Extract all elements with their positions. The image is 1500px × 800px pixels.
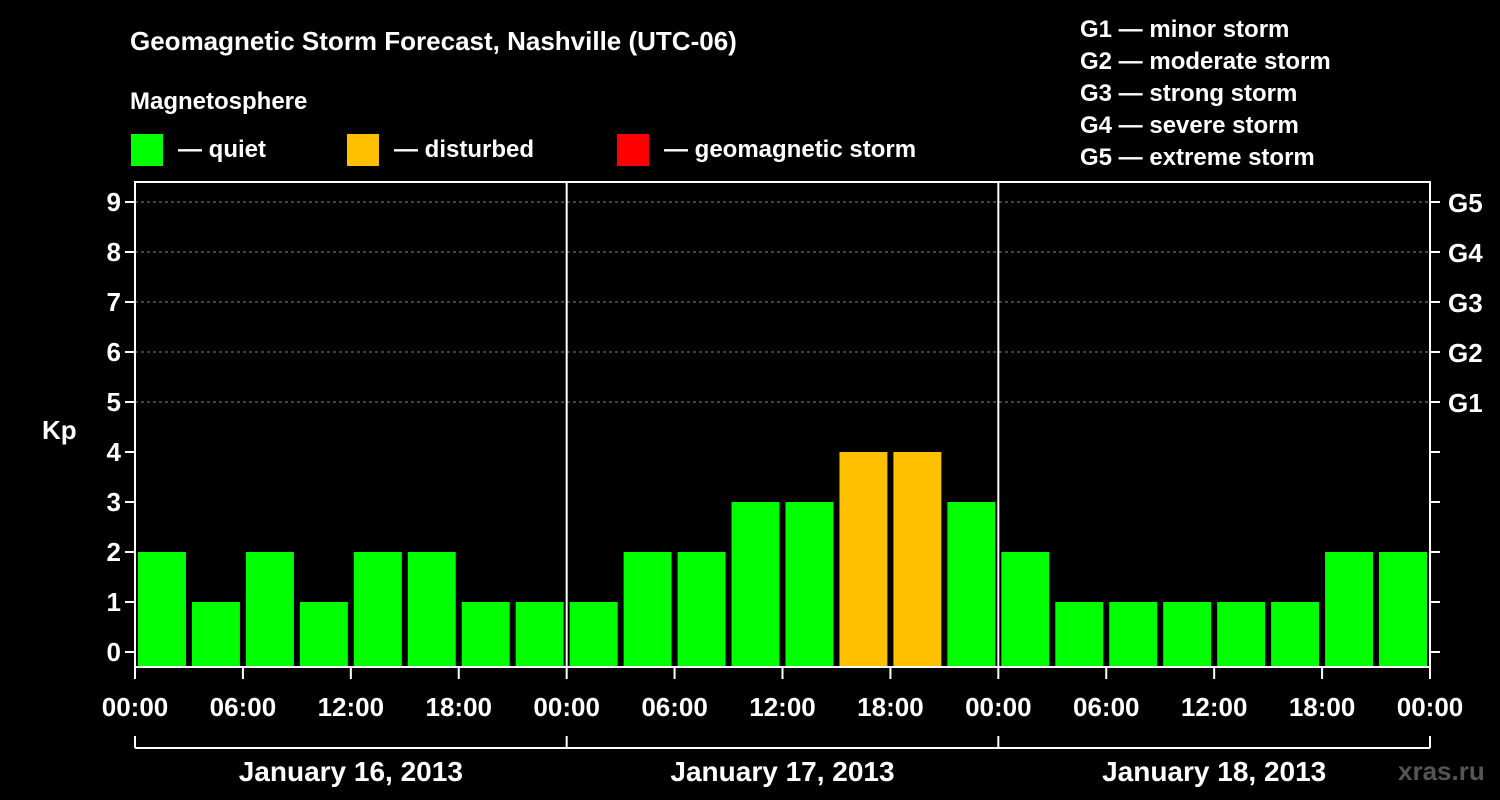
y-axis-label: Kp — [42, 415, 77, 445]
legend: — quiet — disturbed — geomagnetic storm — [131, 134, 916, 166]
storm-scale-g4: G4 — severe storm — [1080, 112, 1299, 139]
bar — [731, 502, 780, 667]
bar — [1325, 552, 1374, 667]
bar — [839, 452, 888, 667]
y-tick-label: 9 — [107, 187, 121, 217]
x-tick-label: 18:00 — [1289, 692, 1356, 722]
legend-swatch-quiet — [131, 134, 163, 166]
right-axis-label: G1 — [1448, 388, 1483, 418]
x-tick-label: 00:00 — [102, 692, 169, 722]
bar — [353, 552, 402, 667]
y-tick-label: 4 — [107, 437, 122, 467]
bar — [461, 602, 510, 667]
x-tick-label: 06:00 — [641, 692, 708, 722]
y-tick-label: 7 — [107, 287, 121, 317]
storm-scale-g2: G2 — moderate storm — [1080, 48, 1331, 75]
plot-frame — [134, 181, 1431, 668]
legend-label-disturbed: — disturbed — [394, 136, 534, 163]
x-tick-label: 12:00 — [749, 692, 816, 722]
y-tick-label: 8 — [107, 237, 121, 267]
bar — [138, 552, 186, 667]
y-tick-label: 3 — [107, 487, 121, 517]
watermark: xras.ru — [1398, 756, 1485, 786]
bar — [623, 552, 672, 667]
x-tick-label: 00:00 — [1397, 692, 1464, 722]
bar — [569, 602, 618, 667]
bar — [407, 552, 456, 667]
storm-scale-g5: G5 — extreme storm — [1080, 144, 1315, 171]
x-tick-label: 06:00 — [1073, 692, 1140, 722]
bar — [515, 602, 564, 667]
bar — [785, 502, 834, 667]
right-axis-label: G2 — [1448, 338, 1483, 368]
legend-label-quiet: — quiet — [178, 136, 266, 163]
legend-heading: Magnetosphere — [130, 88, 307, 115]
legend-label-storm: — geomagnetic storm — [664, 136, 916, 163]
bar — [299, 602, 348, 667]
bar — [1109, 602, 1158, 667]
x-tick-label: 18:00 — [426, 692, 493, 722]
right-axis-label: G5 — [1448, 188, 1483, 218]
chart-title: Geomagnetic Storm Forecast, Nashville (U… — [130, 26, 737, 56]
x-tick-label: 00:00 — [965, 692, 1032, 722]
bar — [1217, 602, 1266, 667]
storm-scale-g3: G3 — strong storm — [1080, 80, 1297, 107]
bar — [1271, 602, 1320, 667]
x-tick-label: 00:00 — [533, 692, 600, 722]
right-axis-label: G3 — [1448, 288, 1483, 318]
bar — [1055, 602, 1104, 667]
storm-scale: G1 — minor storm G2 — moderate storm G3 … — [1080, 16, 1331, 171]
date-label: January 18, 2013 — [1102, 756, 1326, 787]
x-tick-label: 12:00 — [318, 692, 385, 722]
x-tick-label: 18:00 — [857, 692, 924, 722]
bar — [893, 452, 942, 667]
date-label: January 17, 2013 — [670, 756, 894, 787]
legend-swatch-storm — [617, 134, 649, 166]
date-label: January 16, 2013 — [239, 756, 463, 787]
bar — [1001, 552, 1050, 667]
bar — [677, 552, 726, 667]
y-tick-label: 6 — [107, 337, 121, 367]
plot-area: 0 1 2 3 4 5 6 7 8 9 G1 G2 G3 G4 G5 00:00 06:00 12:00 18:00… — [102, 181, 1483, 787]
storm-scale-g1: G1 — minor storm — [1080, 16, 1289, 43]
x-tick-label: 12:00 — [1181, 692, 1248, 722]
bar — [245, 552, 294, 667]
y-tick-label: 1 — [107, 587, 121, 617]
bar — [1379, 552, 1427, 667]
y-tick-label: 2 — [107, 537, 121, 567]
bar — [947, 502, 996, 667]
y-tick-label: 5 — [107, 387, 121, 417]
bar — [191, 602, 240, 667]
y-tick-label: 0 — [107, 637, 121, 667]
right-axis-label: G4 — [1448, 238, 1483, 268]
x-tick-label: 06:00 — [210, 692, 277, 722]
bar — [1163, 602, 1212, 667]
legend-swatch-disturbed — [347, 134, 379, 166]
